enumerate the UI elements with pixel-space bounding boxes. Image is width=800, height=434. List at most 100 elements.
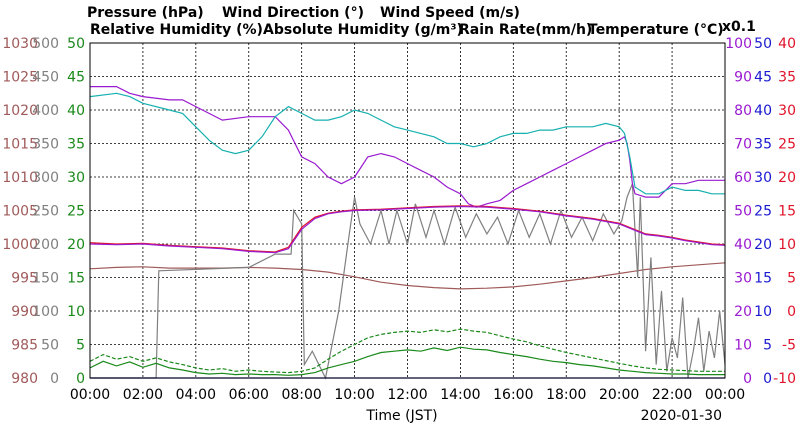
tick-label-wind-direction: 250 [32,204,59,220]
tick-label-time: 00:00 [70,387,110,403]
series-relative-humidity [90,85,725,208]
tick-label-temperature: 25 [778,137,796,153]
tick-label-time: 02:00 [123,387,163,403]
tick-label-relative-humidity: 70 [734,137,752,153]
tick-label-wind-direction: 0 [50,371,59,387]
tick-label-temperature: 15 [778,204,796,220]
tick-label-relative-humidity: 90 [734,70,752,86]
tick-label-pressure: 1030 [2,36,38,52]
tick-label-temperature: -5 [782,338,796,354]
tick-label-temperature: 35 [778,70,796,86]
tick-label-relative-humidity: 20 [734,304,752,320]
tick-label-time: 18:00 [546,387,586,403]
tick-label-pressure: 995 [11,271,38,287]
tick-label-time: 00:00 [705,387,745,403]
tick-label-time: 16:00 [493,387,533,403]
tick-label-relative-humidity: 80 [734,103,752,119]
tick-label-time: 06:00 [229,387,269,403]
tick-label-wind-direction: 100 [32,304,59,320]
tick-label-pressure: 985 [11,338,38,354]
tick-label-temperature: 40 [778,36,796,52]
tick-label-wind-direction: 300 [32,170,59,186]
tick-label-pressure: 1010 [2,170,38,186]
tick-label-wind-speed: 40 [67,103,85,119]
tick-label-temperature: 20 [778,170,796,186]
date-label: 2020-01-30 [641,408,722,424]
series-absolute-humidity [89,92,725,195]
series-dew-point [89,205,726,254]
tick-label-wind-direction: 450 [32,70,59,86]
tick-label-rain-rate: 25 [754,204,772,220]
tick-label-relative-humidity: 60 [734,170,752,186]
tick-label-rain-rate: 50 [754,36,772,52]
tick-label-time: 04:00 [176,387,216,403]
plot-frame [89,42,726,379]
tick-label-wind-direction: 400 [32,103,59,119]
tick-label-pressure: 990 [11,304,38,320]
tick-label-wind-speed: 5 [76,338,85,354]
tick-label-temperature: 0 [787,304,796,320]
legend-relative-humidity: Relative Humidity (%) [90,22,263,38]
series-pressure [89,262,726,290]
tick-label-wind-speed: 15 [67,271,85,287]
tick-label-time: 20:00 [599,387,639,403]
tick-label-time: 22:00 [652,387,692,403]
legend-temperature: Temperature (°C) [588,22,724,38]
tick-label-rain-rate: 15 [754,271,772,287]
tick-label-rain-rate: 35 [754,137,772,153]
legend-pressure: Pressure (hPa) [87,5,204,21]
tick-label-rain-rate: 40 [754,103,772,119]
tick-label-wind-direction: 200 [32,237,59,253]
legend-rain-rate: Rain Rate(mm/h) [459,22,592,38]
tick-label-temperature: 5 [787,271,796,287]
tick-label-wind-speed: 45 [67,70,85,86]
legend-wind-speed: Wind Speed (m/s) [380,5,520,21]
tick-label-wind-speed: 0 [76,371,85,387]
legend-absolute-humidity: Absolute Humidity (g/m³) [263,22,463,38]
tick-label-relative-humidity: 10 [734,338,752,354]
tick-label-rain-rate: 0 [763,371,772,387]
tick-label-relative-humidity: 50 [734,204,752,220]
tick-label-time: 12:00 [387,387,427,403]
tick-label-rain-rate: 45 [754,70,772,86]
tick-label-pressure: 1020 [2,103,38,119]
tick-label-temperature: 10 [778,237,796,253]
legend-wind-direction: Wind Direction (°) [222,5,364,21]
tick-label-relative-humidity: 100 [725,36,752,52]
tick-label-relative-humidity: 40 [734,237,752,253]
tick-label-rain-rate: 30 [754,170,772,186]
grid [90,43,725,378]
tick-label-wind-speed: 35 [67,137,85,153]
tick-label-pressure: 1000 [2,237,38,253]
tick-label-pressure: 1025 [2,70,38,86]
tick-label-temperature: -10 [773,371,796,387]
tick-label-pressure: 1005 [2,204,38,220]
tick-label-relative-humidity: 30 [734,271,752,287]
tick-label-time: 14:00 [440,387,480,403]
tick-label-wind-speed: 30 [67,170,85,186]
series-temperature [89,205,726,253]
tick-label-rain-rate: 20 [754,237,772,253]
chart-header: Pressure (hPa) Wind Direction (°) Wind S… [87,5,756,38]
tick-label-rain-rate: 5 [763,338,772,354]
tick-labels: 9809859909951000100510101015102010251030… [2,36,796,403]
tick-label-wind-direction: 500 [32,36,59,52]
tick-label-temperature: 30 [778,103,796,119]
tick-label-pressure: 1015 [2,137,38,153]
x-axis-label: Time (JST) [365,408,437,424]
tick-label-rain-rate: 10 [754,304,772,320]
tick-label-pressure: 980 [11,371,38,387]
legend-scale-note: x0.1 [722,19,756,35]
tick-label-wind-direction: 50 [41,338,59,354]
tick-label-wind-speed: 20 [67,237,85,253]
tick-label-relative-humidity: 0 [743,371,752,387]
tick-label-time: 10:00 [334,387,374,403]
tick-label-time: 08:00 [281,387,321,403]
tick-label-wind-direction: 150 [32,271,59,287]
tick-label-wind-direction: 350 [32,137,59,153]
tick-label-wind-speed: 10 [67,304,85,320]
series-wind-speed [89,346,725,376]
series-wind-speed-gust [89,328,725,374]
tick-label-wind-speed: 50 [67,36,85,52]
